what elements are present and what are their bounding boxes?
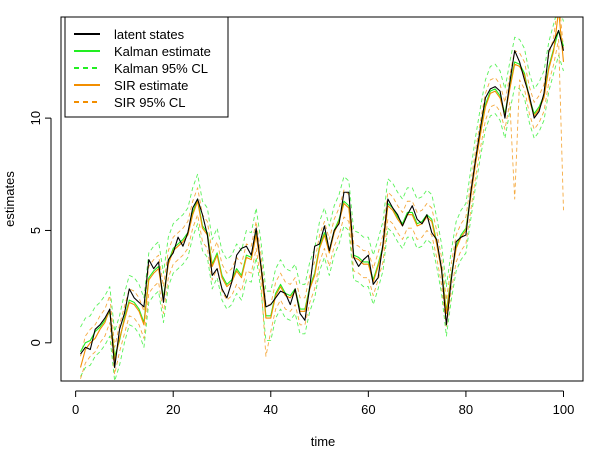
series-line-sir-95-cl-upper [80,17,564,357]
legend-items: latent states Kalman estimate Kalman 95% C… [74,27,211,110]
x-tick-label: 40 [264,402,278,417]
legend-label: SIR estimate [114,78,188,93]
y-tick-label: 5 [28,227,43,234]
legend-label: Kalman 95% CL [114,61,208,76]
x-tick-label: 0 [72,402,79,417]
x-tick-label: 60 [361,402,375,417]
legend-label: SIR 95% CL [114,95,186,110]
series-line-kalman-95-cl-upper [80,17,564,333]
legend-label: Kalman estimate [114,44,211,59]
series-line-latent-states [80,29,565,369]
legend: latent states Kalman estimate Kalman 95% C… [64,16,229,118]
x-axis-label: time [311,434,336,449]
y-axis: 0 5 10 [28,111,52,346]
series-line-sir-95-cl-lower [80,39,564,379]
series-layer [79,17,565,381]
x-tick-label: 20 [166,402,180,417]
x-tick-label: 100 [553,402,575,417]
y-tick-label: 10 [28,111,43,125]
x-tick-label: 80 [459,402,473,417]
x-axis: 0 20 40 60 80 100 [72,390,575,417]
plot-frame [60,16,584,382]
y-axis-label: estimates [2,171,17,227]
series-line-kalman-95-cl-lower [80,54,564,381]
legend-label: latent states [114,27,185,42]
y-tick-label: 0 [28,339,43,346]
